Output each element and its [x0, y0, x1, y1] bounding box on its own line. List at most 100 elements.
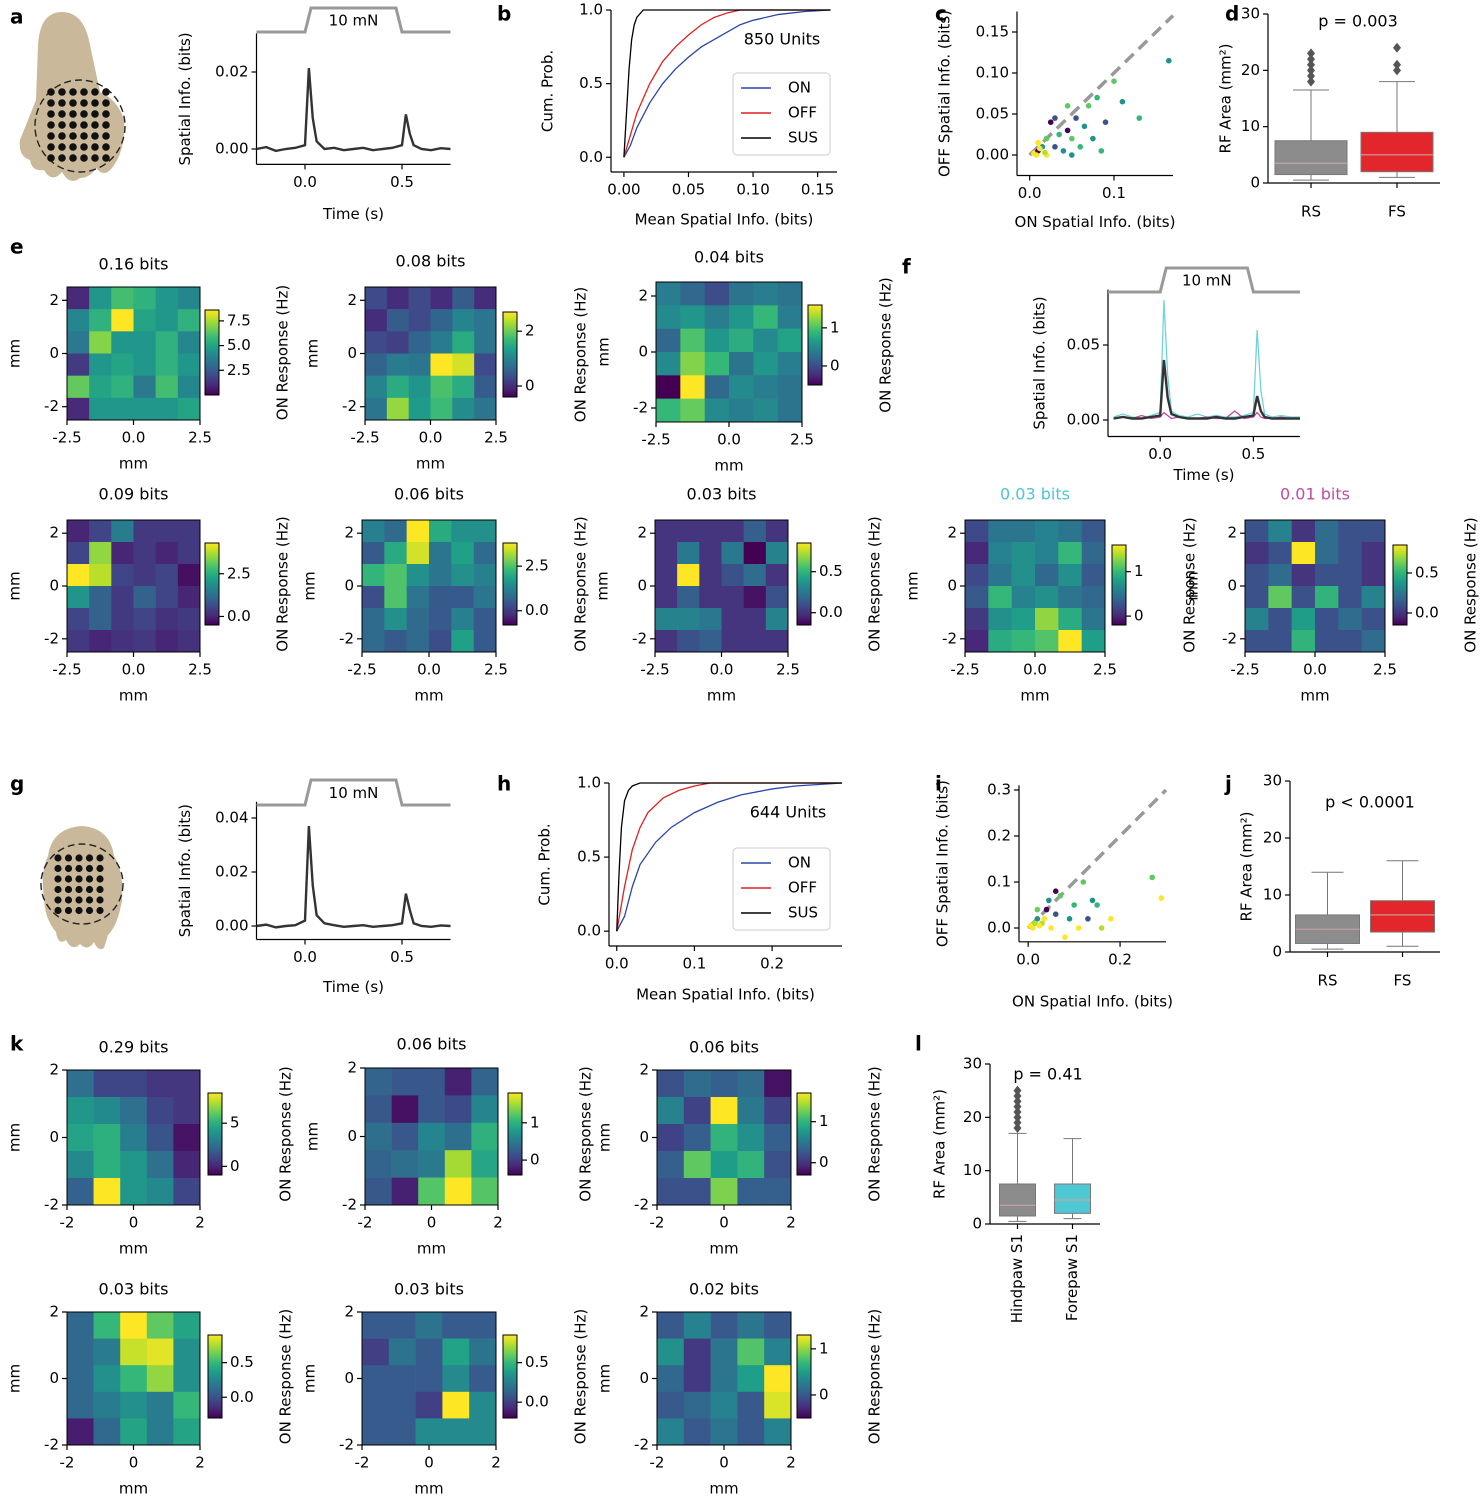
heatmap-cell: [442, 1365, 470, 1393]
heatmap-cell: [93, 1338, 121, 1366]
heatmap-cell: [1035, 520, 1059, 543]
y-axis-label: OFF Spatial Info. (bits): [934, 780, 952, 947]
x-tick-label: 0.0: [122, 429, 146, 447]
heatmap-cell: [430, 331, 453, 354]
heatmap-cell: [1081, 542, 1106, 565]
heatmap-cell: [67, 353, 90, 376]
annotation: p = 0.003: [1318, 12, 1398, 31]
colorbar: [796, 542, 812, 626]
heatmap-cell: [111, 630, 134, 653]
heatmap-cell: [429, 542, 452, 565]
colorbar-label: ON Response (Hz): [572, 516, 590, 651]
heatmap-cell: [111, 287, 134, 310]
heatmap-cell: [362, 630, 385, 653]
heatmap-cell: [146, 1070, 174, 1098]
x-tick-label: -2.5: [640, 661, 669, 679]
heatmap-cell: [155, 564, 179, 587]
electrode: [75, 875, 83, 883]
outlier: [1013, 1091, 1022, 1101]
point: [1111, 78, 1117, 84]
heatmap-cell: [704, 375, 730, 399]
y-axis-label: mm: [6, 339, 24, 368]
heatmap-cell: [777, 328, 803, 353]
x-tick-label: 0.0: [1023, 661, 1047, 679]
y-axis-label: mm: [6, 571, 24, 600]
heatmap-cell: [988, 630, 1012, 653]
electrode: [58, 154, 66, 162]
electrode: [69, 143, 77, 151]
y-tick-label: -2: [633, 399, 648, 417]
colorbar: [502, 542, 518, 626]
heatmap-cell: [93, 1070, 121, 1098]
y-tick-label: 0.0: [987, 919, 1011, 937]
x-axis-label: mm: [707, 687, 736, 705]
series-line: [1113, 410, 1300, 420]
heatmap-cell: [729, 328, 754, 353]
heatmap-cell: [683, 1124, 711, 1152]
heatmap-cell: [764, 1391, 792, 1419]
heatmap-cell: [1081, 586, 1106, 609]
heatmap-cell: [173, 1124, 201, 1152]
panel-title: 0.09 bits: [99, 485, 169, 504]
heatmap-cell: [677, 630, 700, 653]
heatmap-cell: [1361, 586, 1386, 609]
point: [1073, 115, 1079, 121]
heatmap-cell: [146, 1391, 174, 1419]
heatmap-cell: [452, 353, 475, 376]
heatmap-cell: [777, 282, 803, 306]
colorbar: [796, 1334, 812, 1419]
panel-label: a: [10, 5, 24, 29]
heatmap-cell: [384, 630, 407, 653]
heatmap-cell: [177, 520, 201, 543]
heatmap-cell: [67, 397, 90, 421]
x-axis-label: ON Spatial Info. (bits): [1012, 992, 1173, 1010]
y-tick-label: -2: [44, 629, 59, 647]
heatmap-cell: [177, 608, 201, 631]
electrode: [54, 875, 62, 883]
heatmap-cell: [965, 564, 989, 587]
receptive-field: [40, 843, 124, 925]
x-tick-label: 0.0: [293, 173, 317, 191]
heatmap-cell: [1011, 630, 1036, 653]
heatmap-cell: [764, 1151, 792, 1179]
y-tick-label: 2: [639, 1061, 649, 1079]
heatmap-cell: [388, 1391, 416, 1419]
x-axis-label: mm: [414, 1480, 443, 1498]
electrode: [47, 143, 55, 151]
y-tick-label: 0: [49, 577, 59, 595]
heatmap-cell: [680, 398, 705, 423]
point: [1064, 127, 1071, 134]
y-tick-label: 0: [49, 344, 59, 362]
y-axis-label: mm: [6, 1364, 24, 1393]
point: [1060, 148, 1067, 154]
outlier: [1393, 59, 1401, 70]
electrode: [47, 110, 55, 118]
x-axis-label: mm: [414, 687, 443, 705]
x-tick-label: 0.0: [1303, 661, 1327, 679]
heatmap-cell: [384, 586, 407, 609]
heatmap-cell: [777, 398, 803, 423]
heatmap-cell: [1291, 630, 1316, 653]
electrode: [69, 110, 77, 118]
heatmap-cell: [451, 564, 474, 587]
heatmap-cell: [1011, 564, 1036, 587]
heatmap-cell: [452, 287, 475, 310]
x-tick-label: 0.0: [417, 661, 441, 679]
point: [1071, 902, 1077, 908]
heatmap-cell: [146, 1151, 174, 1179]
x-tick-label: 0: [719, 1214, 729, 1232]
y-axis-label: OFF Spatial Info. (bits): [936, 10, 954, 177]
heatmap-cell: [362, 1338, 390, 1366]
x-axis-label: mm: [417, 1240, 446, 1258]
heatmap-cell: [444, 1150, 472, 1178]
x-tick-label: 0.0: [293, 948, 317, 966]
point: [1158, 895, 1165, 901]
heatmap-cell: [699, 564, 722, 587]
colorbar-tick-label: 0: [1134, 607, 1144, 625]
heatmap-cell: [737, 1070, 765, 1098]
heatmap-cell: [155, 331, 179, 354]
electrode: [102, 88, 110, 96]
heatmap-cell: [173, 1070, 201, 1098]
colorbar-tick-label: 0.0: [525, 601, 549, 619]
colorbar-tick-label: 0.0: [1415, 604, 1439, 622]
